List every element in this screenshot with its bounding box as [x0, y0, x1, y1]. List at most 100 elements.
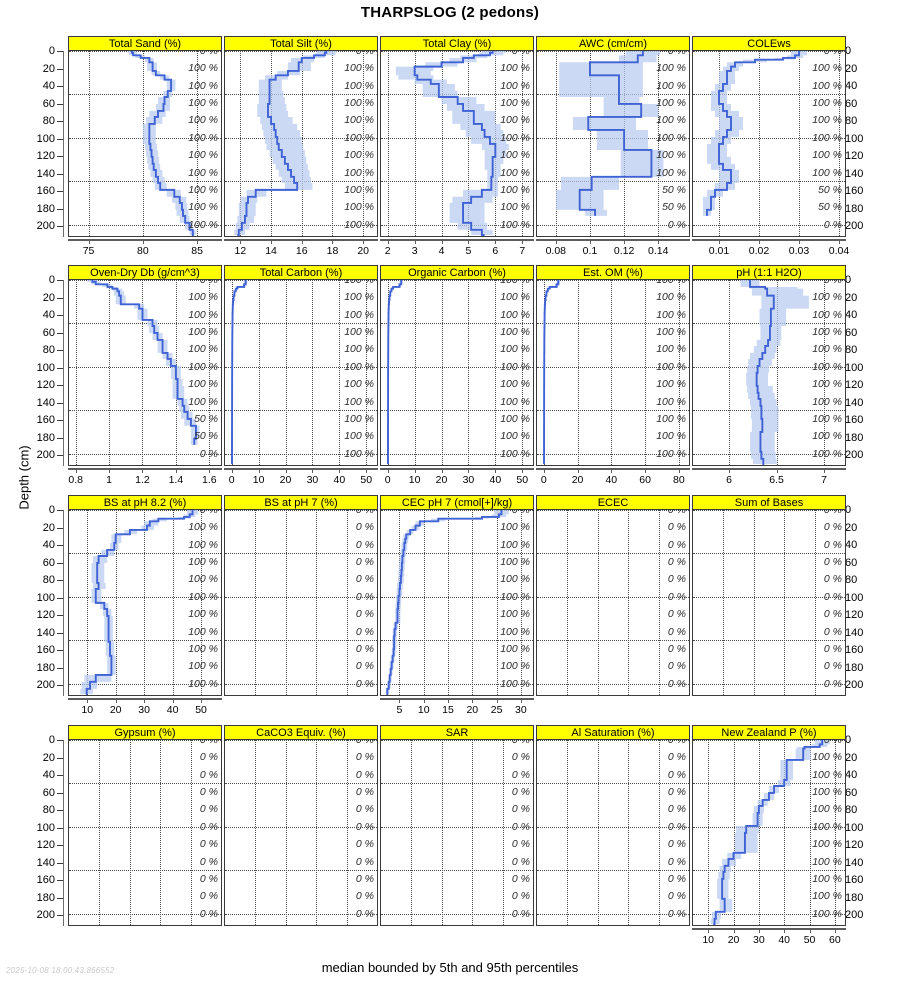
- panel-total-sand[interactable]: Total Sand (%) 0 % 100 % 100 % 100 % 100 % 100…: [68, 36, 222, 257]
- panel-plot-area[interactable]: 0 % 100 % 100 % 100 % 100 % 100 % 100 % 100 % 10…: [224, 51, 378, 237]
- gridline-horizontal: [693, 740, 845, 741]
- percentile-band: [87, 280, 200, 445]
- x-tick-label: 1.2: [135, 474, 150, 486]
- panel-awc-cm-cm[interactable]: AWC (cm/cm) 0 % 100 % 100 % 100 % 100 % 100 % 1…: [536, 36, 690, 257]
- contributing-pct-label: 0 %: [355, 740, 374, 746]
- contributing-pct-label: 100 %: [812, 131, 842, 144]
- contributing-pct-label: 100 %: [188, 131, 218, 144]
- panel-plot-area[interactable]: 0 % 100 % 100 % 100 % 100 % 100 % 100 % 100 % 50…: [692, 51, 846, 237]
- contributing-pct-label: 100 %: [812, 166, 842, 179]
- x-axis: 6 6.5 7: [692, 468, 846, 486]
- gridline-vertical: [733, 740, 735, 925]
- gridline-horizontal: [537, 553, 689, 555]
- panel-plot-area[interactable]: 0 % 0 % 0 % 0 % 0 % 0 % 0 % 0 % 0 % 0 % 0 %: [536, 740, 690, 926]
- depth-axis-left-row-4: 0 20 40 60 80 100 120 140 160 180 200: [28, 735, 64, 926]
- x-tick-label: 20: [357, 245, 370, 257]
- panel-organic-carbon[interactable]: Organic Carbon (%) 100 % 100 % 100 % 100 % 10…: [380, 265, 534, 486]
- gridline-horizontal: [225, 323, 377, 325]
- gridline-horizontal: [225, 783, 377, 785]
- panel-sar[interactable]: SAR 0 % 0 % 0 % 0 % 0 % 0 % 0 % 0 % 0 % 0 % 0 %: [380, 725, 534, 926]
- panel-caco3-equiv[interactable]: CaCO3 Equiv. (%) 0 % 0 % 0 % 0 % 0 % 0 % 0 % 0 %…: [224, 725, 378, 926]
- panel-plot-area[interactable]: 0 % 100 % 100 % 100 % 100 % 100 % 100 % 100 % 50…: [68, 280, 222, 466]
- panel-new-zealand-p[interactable]: New Zealand P (%) 0 % 100 % 100 % 100 % 100 %…: [692, 725, 846, 946]
- depth-tick-label: 40: [42, 539, 55, 552]
- contributing-pct-label: 0 %: [199, 820, 218, 833]
- contributing-pct-label: 0 %: [823, 51, 842, 57]
- gridline-horizontal: [381, 453, 533, 455]
- panel-ph-1-1-h2o[interactable]: pH (1:1 H2O) 0 % 100 % 100 % 100 % 100 % 100 %…: [692, 265, 846, 486]
- panel-gypsum[interactable]: Gypsum (%) 0 % 0 % 0 % 0 % 0 % 0 % 0 % 0 % 0 % 0 %…: [68, 725, 222, 926]
- panel-total-silt[interactable]: Total Silt (%) 0 % 100 % 100 % 100 % 100 % 100…: [224, 36, 378, 257]
- panel-plot-area[interactable]: 0 % 100 % 100 % 100 % 100 % 100 % 100 % 100 % 10…: [380, 51, 534, 237]
- panel-plot-area[interactable]: 0 % 0 % 0 % 0 % 0 % 0 % 0 % 0 % 0 % 0 % 0 %: [380, 740, 534, 926]
- panel-plot-area[interactable]: 0 % 0 % 0 % 0 % 0 % 0 % 0 % 0 % 0 % 0 % 0 %: [692, 510, 846, 696]
- panel-plot-area[interactable]: 0 % 0 % 0 % 0 % 0 % 0 % 0 % 0 % 0 % 0 % 0 %: [224, 510, 378, 696]
- contributing-pct-label: 0 %: [511, 838, 530, 851]
- x-tick-label: 25: [490, 704, 503, 716]
- panel-plot-area[interactable]: 0 % 100 % 100 % 100 % 100 % 100 % 100 % 100 % 10…: [692, 280, 846, 466]
- contributing-pct-label: 0 %: [199, 51, 218, 57]
- contributing-pct-label: 100 %: [344, 79, 374, 92]
- panel-al-saturation[interactable]: Al Saturation (%) 0 % 0 % 0 % 0 % 0 % 0 % 0 % 0 …: [536, 725, 690, 926]
- x-tick-label: 30: [462, 474, 475, 486]
- panel-plot-area[interactable]: 0 % 100 % 100 % 100 % 100 % 100 % 100 % 100 % 10…: [68, 510, 222, 696]
- contributing-pct-label: 100 %: [188, 521, 218, 534]
- gridline-vertical: [160, 740, 162, 925]
- panel-colews[interactable]: COLEws 0 % 100 % 100 % 100 % 100 % 100 % 100 % 1…: [692, 36, 849, 257]
- x-tick-mark: [834, 928, 836, 933]
- panel-plot-area[interactable]: 100 % 100 % 100 % 100 % 100 % 100 % 100 % 100 %…: [224, 280, 378, 466]
- gridline-horizontal: [537, 740, 689, 741]
- contributing-pct-label: 0 %: [667, 556, 686, 569]
- gridline-vertical: [658, 510, 660, 695]
- contributing-pct-label: 0 %: [823, 625, 842, 638]
- gridline-vertical: [144, 510, 146, 695]
- panel-plot-area[interactable]: 100 % 100 % 100 % 100 % 100 % 100 % 100 % 100 %…: [536, 280, 690, 466]
- panel-plot-area[interactable]: 0 % 100 % 100 % 100 % 100 % 100 % 100 % 100 % 50…: [536, 51, 690, 237]
- gridline-horizontal: [693, 553, 845, 555]
- contributing-pct-label: 100 %: [812, 838, 842, 851]
- depth-tick-label: 160: [36, 185, 55, 198]
- x-axis-line: [380, 698, 534, 700]
- median-line: [91, 280, 197, 445]
- gridline-horizontal: [225, 366, 377, 368]
- panel-plot-area[interactable]: 0 % 100 % 100 % 100 % 100 % 100 % 100 % 100 % 10…: [692, 740, 846, 926]
- panel-cec-ph-7-cmol-kg[interactable]: CEC pH 7 (cmol[+]/kg) 0 % 100 % 100 % 100 % 1…: [380, 495, 534, 716]
- panel-plot-area[interactable]: 0 % 0 % 0 % 0 % 0 % 0 % 0 % 0 % 0 % 0 % 0 %: [536, 510, 690, 696]
- contributing-pct-label: 100 %: [812, 343, 842, 356]
- contributing-pct-label: 100 %: [812, 751, 842, 764]
- depth-tick-label: 180: [36, 661, 55, 674]
- panel-plot-area[interactable]: 0 % 100 % 100 % 100 % 100 % 100 % 100 % 100 % 10…: [380, 510, 534, 696]
- panel-sum-of-bases[interactable]: Sum of Bases 0 % 0 % 0 % 0 % 0 % 0 % 0 % 0 % 0 % 0…: [692, 495, 846, 696]
- contributing-pct-label: 100 %: [188, 573, 218, 586]
- contributing-pct-label: 100 %: [344, 280, 374, 286]
- panel-bs-at-ph-8-2[interactable]: BS at pH 8.2 (%) 0 % 100 % 100 % 100 % 100 % 1…: [68, 495, 222, 716]
- depth-tick-mark: [57, 880, 63, 882]
- depth-tick-mark: [57, 667, 63, 669]
- depth-tick-mark: [57, 827, 63, 829]
- x-tick-mark: [839, 239, 840, 244]
- gridline-vertical: [799, 51, 800, 236]
- panel-est-om[interactable]: Est. OM (%) 100 % 100 % 100 % 100 % 100 % 100 …: [536, 265, 690, 486]
- depth-tick-label: 20: [845, 751, 858, 764]
- depth-tick-label: 60: [845, 786, 858, 799]
- contributing-pct-label: 100 %: [812, 62, 842, 75]
- gridline-horizontal: [693, 640, 845, 642]
- panel-total-carbon[interactable]: Total Carbon (%) 100 % 100 % 100 % 100 % 100 …: [224, 265, 378, 486]
- panel-plot-area[interactable]: 100 % 100 % 100 % 100 % 100 % 100 % 100 % 100 %…: [380, 280, 534, 466]
- panel-plot-area[interactable]: 0 % 0 % 0 % 0 % 0 % 0 % 0 % 0 % 0 % 0 % 0 %: [224, 740, 378, 926]
- panel-plot-area[interactable]: 0 % 0 % 0 % 0 % 0 % 0 % 0 % 0 % 0 % 0 % 0 %: [68, 740, 222, 926]
- x-tick-label: 0.04: [828, 245, 850, 257]
- x-axis-line: [224, 468, 378, 470]
- panel-total-clay[interactable]: Total Clay (%) 0 % 100 % 100 % 100 % 100 % 100…: [380, 36, 534, 257]
- panel-oven-dry-db-g-cm-3[interactable]: Oven-Dry Db (g/cm^3) 0 % 100 % 100 % 100 % 10…: [68, 265, 222, 486]
- panel-ecec[interactable]: ECEC 0 % 0 % 0 % 0 % 0 % 0 % 0 % 0 % 0 % 0 % 0 %: [536, 495, 690, 696]
- x-axis: 10 20 30 40 50 60: [692, 928, 846, 946]
- panel-plot-area[interactable]: 0 % 100 % 100 % 100 % 100 % 100 % 100 % 100 % 10…: [68, 51, 222, 237]
- contributing-pct-label: 100 %: [500, 166, 530, 179]
- panel-bs-at-ph-7[interactable]: BS at pH 7 (%) 0 % 0 % 0 % 0 % 0 % 0 % 0 % 0 % 0 …: [224, 495, 378, 696]
- contributing-pct-label: 100 %: [188, 183, 218, 196]
- gridline-vertical: [522, 51, 524, 236]
- gridline-horizontal: [693, 137, 845, 139]
- depth-tick-mark: [57, 367, 63, 369]
- gridline-vertical: [628, 510, 630, 695]
